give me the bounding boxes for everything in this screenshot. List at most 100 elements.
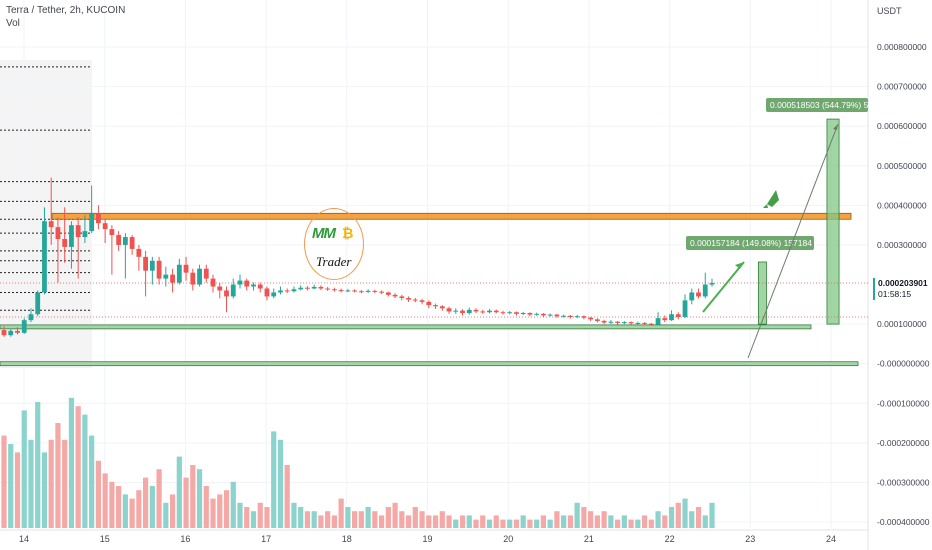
volume-bar[interactable] (608, 515, 614, 528)
candle-body[interactable] (419, 300, 425, 302)
volume-bar[interactable] (534, 519, 540, 528)
volume-bar[interactable] (304, 511, 311, 528)
volume-bar[interactable] (318, 515, 324, 528)
volume-bar[interactable] (513, 519, 520, 528)
volume-bar[interactable] (432, 515, 439, 528)
volume-bar[interactable] (453, 519, 459, 528)
volume-bar[interactable] (28, 439, 34, 528)
volume-bar[interactable] (284, 465, 290, 528)
candle-body[interactable] (305, 287, 310, 289)
volume-bar[interactable] (244, 507, 250, 528)
candle-body[interactable] (69, 225, 74, 247)
volume-bar[interactable] (540, 515, 547, 528)
volume-bar[interactable] (581, 507, 587, 528)
candle-body[interactable] (176, 264, 182, 283)
candle-body[interactable] (42, 221, 47, 293)
volume-bar[interactable] (136, 490, 142, 528)
candle-body[interactable] (669, 314, 674, 321)
volume-bar[interactable] (41, 452, 48, 528)
candle-body[interactable] (554, 314, 560, 317)
candle-body[interactable] (527, 313, 533, 315)
candle-body[interactable] (655, 318, 661, 325)
candle-body[interactable] (615, 321, 620, 323)
volume-bar[interactable] (217, 494, 223, 528)
candle-body[interactable] (574, 316, 580, 318)
volume-bar[interactable] (176, 456, 182, 528)
candle-body[interactable] (675, 314, 681, 317)
volume-bar[interactable] (203, 486, 209, 528)
candle-body[interactable] (399, 296, 405, 298)
volume-bar[interactable] (75, 406, 81, 528)
volume-bar[interactable] (62, 439, 68, 528)
volume-bar[interactable] (68, 397, 75, 528)
candle-body[interactable] (244, 280, 250, 287)
candle-body[interactable] (696, 292, 701, 297)
candle-body[interactable] (520, 313, 526, 315)
volume-bar[interactable] (493, 515, 499, 528)
volume-bar[interactable] (419, 511, 425, 528)
candle-body[interactable] (224, 290, 229, 297)
candle-body[interactable] (230, 284, 236, 297)
candle-body[interactable] (318, 286, 324, 289)
candle-body[interactable] (102, 223, 108, 230)
candle-body[interactable] (352, 290, 358, 292)
volume-bar[interactable] (648, 519, 654, 528)
long-position-box[interactable] (757, 261, 767, 325)
candle-body[interactable] (466, 309, 472, 314)
support-zone[interactable] (0, 324, 812, 330)
volume-bar[interactable] (675, 502, 681, 528)
volume-bar[interactable] (169, 494, 176, 528)
volume-bar[interactable] (554, 511, 560, 528)
candle-body[interactable] (493, 310, 499, 313)
candle-body[interactable] (1, 330, 7, 336)
volume-bar[interactable] (392, 502, 398, 528)
candle-body[interactable] (21, 320, 27, 333)
volume-bar[interactable] (271, 431, 277, 528)
volume-bar[interactable] (439, 511, 445, 528)
volume-bar[interactable] (82, 414, 88, 528)
volume-bar[interactable] (264, 507, 270, 528)
volume-bar[interactable] (143, 477, 149, 528)
candle-body[interactable] (183, 264, 189, 273)
volume-bar[interactable] (547, 519, 553, 528)
volume-bar[interactable] (122, 494, 128, 528)
volume-bar[interactable] (250, 511, 257, 528)
volume-bar[interactable] (372, 511, 378, 528)
volume-bar[interactable] (196, 469, 203, 528)
volume-bar[interactable] (163, 502, 169, 528)
volume-bar[interactable] (311, 511, 317, 528)
candle-body[interactable] (116, 235, 122, 245)
candle-body[interactable] (702, 284, 708, 297)
candle-body[interactable] (568, 315, 573, 317)
volume-bar[interactable] (338, 498, 344, 528)
volume-bar[interactable] (446, 515, 452, 528)
candle-body[interactable] (332, 289, 337, 291)
candle-body[interactable] (433, 305, 438, 307)
candle-body[interactable] (406, 297, 411, 300)
volume-bar[interactable] (230, 481, 236, 528)
candle-body[interactable] (271, 292, 277, 297)
candle-body[interactable] (251, 284, 256, 287)
candle-body[interactable] (96, 213, 101, 224)
candle-body[interactable] (709, 282, 715, 285)
candle-body[interactable] (291, 289, 297, 292)
candle-body[interactable] (642, 322, 647, 324)
candle-body[interactable] (514, 312, 519, 314)
candle-body[interactable] (689, 292, 695, 301)
volume-bar[interactable] (102, 473, 108, 528)
volume-bar[interactable] (520, 515, 526, 528)
volume-bar[interactable] (55, 423, 61, 528)
candle-body[interactable] (62, 239, 68, 247)
candle-body[interactable] (122, 237, 128, 245)
candle-body[interactable] (439, 306, 445, 309)
volume-bar[interactable] (116, 486, 122, 528)
volume-bar[interactable] (237, 502, 243, 528)
candle-body[interactable] (379, 291, 384, 293)
candle-body[interactable] (662, 318, 668, 321)
volume-bar[interactable] (48, 439, 54, 528)
volume-bar[interactable] (1, 435, 7, 528)
candle-body[interactable] (136, 248, 142, 257)
volume-bar[interactable] (298, 507, 304, 528)
